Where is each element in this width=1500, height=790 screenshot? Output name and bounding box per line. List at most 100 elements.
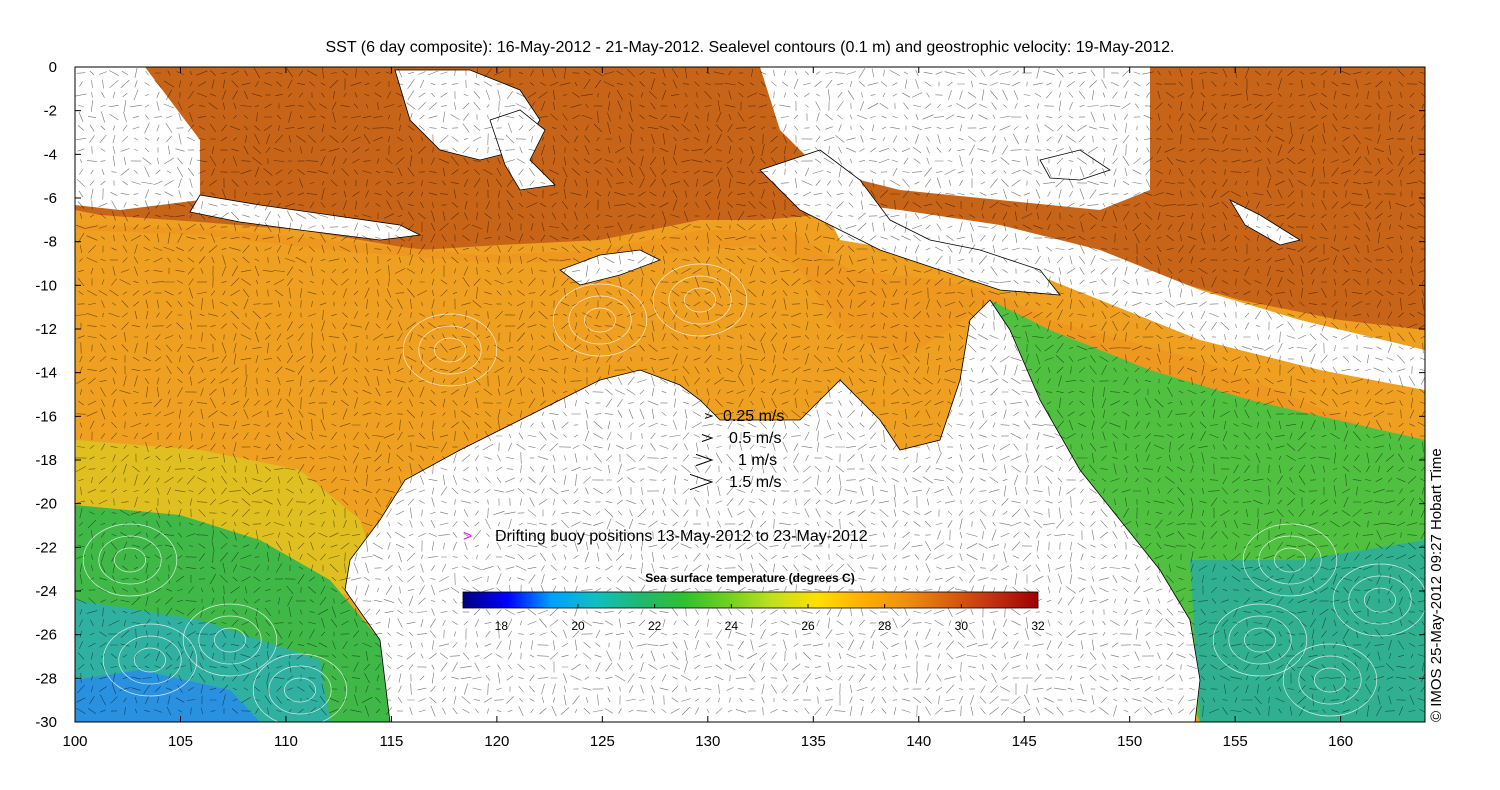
sea-level-contour [1242,523,1338,597]
colorbar-tick-label: 26 [801,619,815,633]
velocity-legend-label: 1.5 m/s [729,474,781,491]
y-axis: 0 -2 -4 -6 -8 -10 -12 -14 -16 -18 -20 -22 -24 -26 -28 -… [35,59,1425,731]
buoy-marker-icon: > [463,528,472,545]
colorbar-title: Sea surface temperature (degrees C) [645,571,854,585]
sea-level-contour [568,295,632,345]
sea-level-contour [1228,615,1292,665]
y-tick-label: -24 [35,583,57,600]
velocity-legend-label: 0.5 m/s [729,430,781,447]
colorbar: Sea surface temperature (degrees C) 18 20… [462,571,1045,633]
x-tick-label: 130 [695,733,720,750]
velocity-legend-arrow-icon [695,453,714,467]
x-tick-label: 135 [801,733,826,750]
y-tick-label: -6 [44,190,57,207]
velocity-arrows [75,67,1425,717]
sea-level-contour [418,325,482,375]
colorbar-tick-label: 24 [725,619,739,633]
buoy-legend-label: Drifting buoy positions 13-May-2012 to 2… [495,528,868,545]
velocity-legend-label: 1 m/s [738,452,777,469]
x-axis: 100 105 110 115 120 125 130 135 140 145 150 155 160 [62,67,1353,750]
velocity-legend-arrow-icon [704,413,714,419]
x-tick-label: 110 [274,733,298,750]
colorbar-ticks: 18 20 22 24 26 28 30 32 [495,604,1045,633]
sst-cool-patch [75,670,260,722]
sea-level-contour [584,307,616,333]
y-tick-label: -12 [35,321,57,338]
y-tick-label: -8 [44,234,57,251]
plot-frame [74,66,1426,723]
cloud-east-band [820,200,1425,390]
sea-level-contour [434,337,466,363]
sea-level-contour [1244,627,1276,653]
island-sulawesi [489,109,556,191]
x-tick-label: 145 [1012,733,1037,750]
sea-level-contour [134,647,166,673]
sea-level-contour [214,627,246,653]
y-tick-label: -18 [35,452,57,469]
sea-level-contour [1314,667,1346,693]
island-solomon [1228,199,1302,246]
sea-level-contour [114,547,146,573]
sea-level-contour [1348,575,1412,625]
buoy-legend: > Drifting buoy positions 13-May-2012 to… [463,528,868,545]
colorbar-tick-label: 20 [571,619,585,633]
x-tick-label: 105 [168,733,193,750]
map-title: SST (6 day composite): 16-May-2012 - 21-… [326,39,1175,56]
sea-level-contour [1258,535,1322,585]
y-tick-label: -22 [35,539,57,556]
colorbar-tick-label: 32 [1031,619,1045,633]
sea-level-contour [1332,563,1425,637]
sea-level-contour [402,313,498,387]
sea-level-contour [552,283,648,357]
plot-area [75,67,1425,722]
x-tick-label: 125 [590,733,615,750]
x-tick-label: 115 [379,733,403,750]
colorbar-tick-label: 22 [648,619,662,633]
sst-yellow-band [75,440,380,600]
velocity-legend-arrow-icon [701,434,714,442]
sea-level-contour [652,263,748,337]
cloud-northwest [75,67,200,210]
sea-level-contour [1274,547,1306,573]
y-tick-label: -16 [35,408,57,425]
velocity-vector-field [75,67,1425,717]
sea-level-contour [118,635,182,685]
colorbar-tick-label: 18 [495,619,509,633]
sst-teal-south-east [1190,540,1425,722]
sea-level-contour [1282,643,1378,717]
sea-level-contour [1298,655,1362,705]
y-tick-label: -14 [35,365,57,382]
sea-level-contours [82,263,1425,722]
sea-level-contour [102,623,198,697]
y-tick-label: -20 [35,496,57,513]
colorbar-tick-label: 28 [878,619,892,633]
x-tick-label: 100 [62,733,87,750]
sea-level-contour [98,535,162,585]
velocity-legend: 0.25 m/s 0.5 m/s 1 m/s 1.5 m/s [689,408,784,491]
x-tick-label: 150 [1117,733,1142,750]
y-tick-label: -2 [44,103,57,120]
sea-level-contour [268,665,332,715]
sea-level-contour [252,653,348,722]
x-tick-label: 155 [1223,733,1248,750]
sea-level-contour [82,523,178,597]
colorbar-ramp [462,591,1039,609]
sea-level-contour [668,275,732,325]
sea-level-contour [198,615,262,665]
velocity-legend-label: 0.25 m/s [723,408,784,425]
y-tick-label: -26 [35,627,57,644]
sea-level-contour [284,677,316,703]
imos-credit: © IMOS 25-May-2012 09:27 Hobart Time [1428,448,1445,722]
island-sumatra-java [189,194,422,241]
x-tick-label: 140 [906,733,931,750]
sea-level-contour [1364,587,1396,613]
sea-level-contour [182,603,278,677]
y-tick-label: -28 [35,670,57,687]
y-tick-label: -4 [44,146,57,163]
velocity-legend-arrow-icon [689,473,714,491]
island-timor [559,249,661,286]
colorbar-tick-label: 30 [955,619,969,633]
sea-level-contour [684,287,716,313]
island-new-guinea [759,149,1061,296]
